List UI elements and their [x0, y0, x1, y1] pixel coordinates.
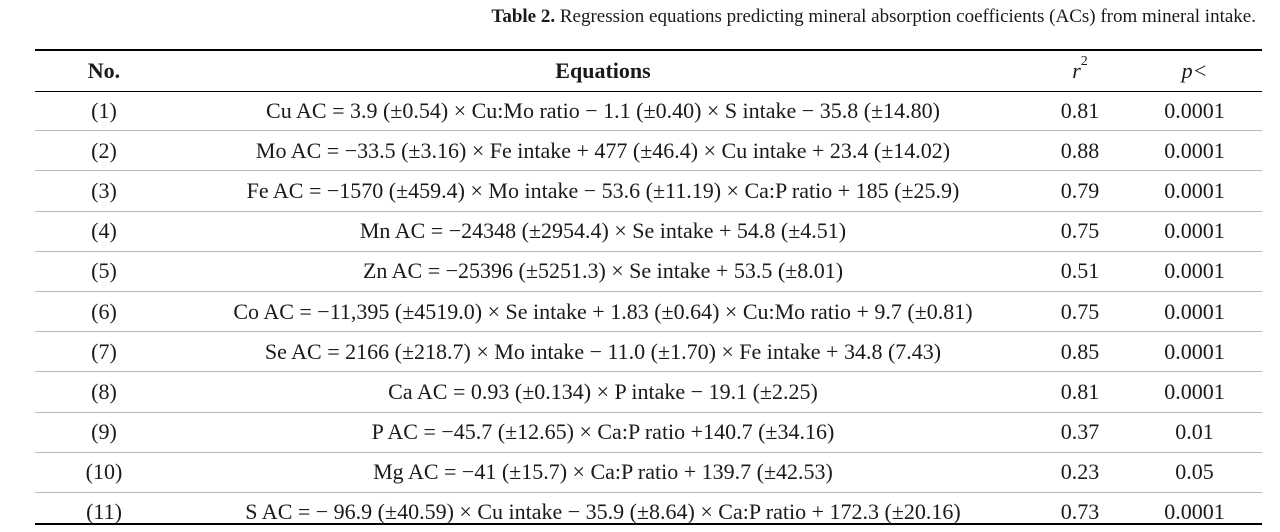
row-equation: Mg AC = −41 (±15.7) × Ca:P ratio + 139.7… [173, 451, 1033, 493]
table-row: (7) Se AC = 2166 (±218.7) × Mo intake − 1… [35, 331, 1262, 372]
row-r2: 0.88 [1033, 130, 1127, 171]
table-row: (11) S AC = − 96.9 (±40.59) × Cu intake −… [35, 491, 1262, 532]
row-equation: P AC = −45.7 (±12.65) × Ca:P ratio +140.… [173, 411, 1033, 453]
row-r2: 0.73 [1033, 491, 1127, 532]
table-caption-text: Regression equations predicting mineral … [559, 6, 1256, 27]
row-number: (6) [35, 290, 173, 332]
row-equation: Se AC = 2166 (±218.7) × Mo intake − 11.0… [173, 331, 1033, 372]
row-r2: 0.51 [1033, 250, 1127, 292]
row-number: (3) [35, 170, 173, 212]
row-equation: Mn AC = −24348 (±2954.4) × Se intake + 5… [173, 210, 1033, 252]
header-p: p< [1181, 58, 1208, 83]
table-body: (1) Cu AC = 3.9 (±0.54) × Cu:Mo ratio − 1… [35, 91, 1262, 532]
table-row: (6) Co AC = −11,395 (±4519.0) × Se intake… [35, 290, 1262, 332]
row-number: (10) [35, 451, 173, 493]
row-equation: Zn AC = −25396 (±5251.3) × Se intake + 5… [173, 250, 1033, 292]
regression-table: No. Equations r2 p< (1) Cu AC = 3.9 (±0.5… [35, 51, 1262, 532]
table-caption-label: Table 2. [491, 6, 556, 27]
table-row: (2) Mo AC = −33.5 (±3.16) × Fe intake + 4… [35, 130, 1262, 171]
row-number: (7) [35, 331, 173, 372]
row-p-value: 0.05 [1127, 451, 1262, 493]
row-r2: 0.81 [1033, 371, 1127, 412]
table-row: (1) Cu AC = 3.9 (±0.54) × Cu:Mo ratio − 1… [35, 91, 1262, 131]
table-row: (5) Zn AC = −25396 (±5251.3) × Se intake … [35, 250, 1262, 292]
table-header-rule [35, 91, 1262, 92]
table-row: (9) P AC = −45.7 (±12.65) × Ca:P ratio +1… [35, 411, 1262, 453]
table-caption: Table 2. Regression equations predicting… [491, 4, 1256, 30]
table-header-row: No. Equations r2 p< [35, 51, 1262, 91]
row-p-value: 0.0001 [1127, 290, 1262, 332]
table-row: (10) Mg AC = −41 (±15.7) × Ca:P ratio + 1… [35, 451, 1262, 493]
row-number: (4) [35, 210, 173, 252]
row-p-value: 0.0001 [1127, 210, 1262, 252]
row-number: (8) [35, 371, 173, 412]
row-number: (5) [35, 250, 173, 292]
row-r2: 0.37 [1033, 411, 1127, 453]
table-row: (3) Fe AC = −1570 (±459.4) × Mo intake − … [35, 170, 1262, 212]
row-number: (9) [35, 411, 173, 453]
header-r2-exponent: 2 [1080, 54, 1088, 69]
table-row: (8) Ca AC = 0.93 (±0.134) × P intake − 19… [35, 371, 1262, 412]
row-r2: 0.75 [1033, 290, 1127, 332]
header-r2: r2 [1033, 51, 1127, 91]
row-p-value: 0.0001 [1127, 250, 1262, 292]
header-equations: Equations [555, 58, 651, 83]
row-r2: 0.75 [1033, 210, 1127, 252]
row-r2: 0.79 [1033, 170, 1127, 212]
header-r2-base: r [1072, 58, 1081, 83]
row-number: (2) [35, 130, 173, 171]
row-number: (11) [35, 491, 173, 532]
row-equation: Fe AC = −1570 (±459.4) × Mo intake − 53.… [173, 170, 1033, 212]
row-p-value: 0.0001 [1127, 130, 1262, 171]
table-top-rule [35, 49, 1262, 51]
row-equation: Cu AC = 3.9 (±0.54) × Cu:Mo ratio − 1.1 … [266, 97, 940, 123]
row-p-value: 0.0001 [1127, 331, 1262, 372]
row-r2: 0.81 [1060, 97, 1100, 123]
row-number: (1) [91, 97, 117, 123]
table-row: (4) Mn AC = −24348 (±2954.4) × Se intake … [35, 210, 1262, 252]
row-p-value: 0.0001 [1164, 97, 1225, 123]
row-p-value: 0.01 [1127, 411, 1262, 453]
row-p-value: 0.0001 [1127, 170, 1262, 212]
row-r2: 0.85 [1033, 331, 1127, 372]
row-r2: 0.23 [1033, 451, 1127, 493]
row-equation: S AC = − 96.9 (±40.59) × Cu intake − 35.… [173, 491, 1033, 532]
row-p-value: 0.0001 [1127, 491, 1262, 532]
row-p-value: 0.0001 [1127, 371, 1262, 412]
row-equation: Ca AC = 0.93 (±0.134) × P intake − 19.1 … [173, 371, 1033, 412]
row-equation: Co AC = −11,395 (±4519.0) × Se intake + … [173, 290, 1033, 332]
row-equation: Mo AC = −33.5 (±3.16) × Fe intake + 477 … [173, 130, 1033, 171]
header-no: No. [87, 58, 121, 83]
